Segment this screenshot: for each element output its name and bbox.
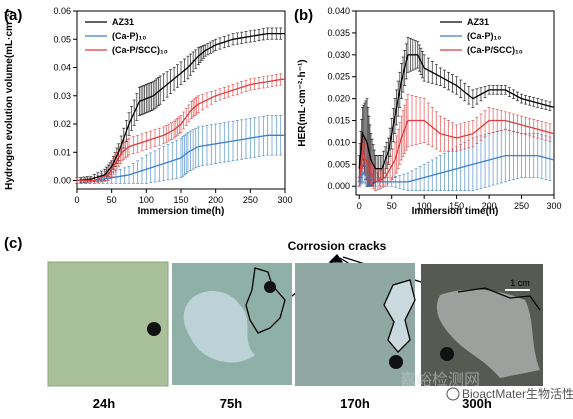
- photo-label-170h: 170h: [340, 396, 370, 411]
- x-tick-label: 250: [243, 195, 258, 205]
- series-line-1: [358, 154, 555, 183]
- y-tick-label: 0.010: [327, 137, 350, 147]
- mark-dot: [440, 347, 454, 361]
- series-line-2: [77, 78, 286, 182]
- series-line-2: [358, 119, 555, 183]
- legend-label: (Ca-P)₁₀: [112, 31, 146, 41]
- x-tick-label: 0: [74, 195, 79, 205]
- photo-75h: [172, 263, 292, 385]
- series-line-0: [76, 32, 285, 182]
- watermark-faint: 嘉峪检测网: [400, 371, 480, 389]
- x-tick-label: 100: [417, 201, 432, 211]
- chart-a-ylabel: Hydrogen evolution volume(mL·cm⁻²): [4, 10, 15, 190]
- chart-b-ylabel: HER(mL·cm⁻²·h⁻¹): [297, 59, 308, 146]
- x-tick-label: 50: [387, 201, 397, 211]
- watermark: BioactMater生物活性材料: [446, 387, 573, 401]
- x-tick-label: 250: [514, 201, 529, 211]
- crack-outline-75h: [245, 267, 286, 334]
- photo-170h: [295, 263, 416, 386]
- corrosion-cracks-annotation: Corrosion cracks: [288, 239, 387, 253]
- y-tick-label: 0.02: [53, 119, 71, 129]
- x-tick-label: 300: [277, 195, 292, 205]
- y-tick-label: 0.04: [53, 63, 71, 73]
- y-tick-label: 0.000: [327, 181, 350, 191]
- y-tick-label: 0.06: [53, 6, 71, 16]
- x-tick-label: 150: [173, 195, 188, 205]
- y-tick-label: 0.035: [327, 28, 350, 38]
- chart-b-xlabel: Immersion time(h): [412, 206, 499, 217]
- y-tick-label: 0.040: [327, 6, 350, 16]
- x-tick-label: 100: [139, 195, 154, 205]
- x-tick-label: 200: [482, 201, 497, 211]
- photo-24h: [47, 261, 169, 387]
- y-tick-label: 0.01: [53, 147, 71, 157]
- y-tick-label: 0.025: [327, 72, 350, 82]
- legend-label: (Ca-P/SCC)₁₀: [112, 45, 168, 55]
- watermark-icon: [446, 387, 460, 401]
- arrowhead: [328, 253, 344, 263]
- panel-c-letter: (c): [4, 235, 22, 252]
- x-tick-label: 50: [107, 195, 117, 205]
- legend-label: (Ca-P)₁₀: [467, 31, 501, 41]
- mark-dot: [389, 355, 403, 369]
- y-tick-label: 0.005: [327, 159, 350, 169]
- watermark-text: BioactMater生物活性材料: [462, 387, 573, 401]
- chart-b: 0 50 100 150 200 250 300 0.000 0.005 0.010 0.015 0.…: [297, 6, 562, 217]
- legend-label: AZ31: [467, 17, 489, 27]
- y-tick-label: 0.030: [327, 50, 350, 60]
- photo-300h: 1 cm: [421, 264, 543, 386]
- x-tick-label: 300: [546, 201, 561, 211]
- photo-label-24h: 24h: [93, 396, 115, 411]
- x-tick-label: 0: [357, 201, 362, 211]
- x-tick-label: 150: [449, 201, 464, 211]
- chart-a: 0 50 100 150 200 250 300 0.00 0.01 0.02 0.03 0.04 0.…: [4, 6, 293, 217]
- photo-label-75h: 75h: [220, 396, 242, 411]
- scale-bar-label: 1 cm: [510, 278, 530, 288]
- crack-outline-170h: [383, 279, 416, 353]
- mark-dot: [264, 281, 276, 293]
- panel-b-letter: (b): [294, 7, 313, 24]
- y-tick-label: 0.00: [53, 176, 71, 186]
- crack-outline-300h: [457, 287, 541, 311]
- legend-label: AZ31: [112, 17, 134, 27]
- series-line-1: [77, 134, 285, 182]
- chart-b-frame: [355, 10, 555, 196]
- photo-label-300h: 300h: [462, 396, 492, 411]
- y-tick-label: 0.03: [53, 91, 71, 101]
- series-line-0: [358, 54, 555, 170]
- sample-24h: [48, 262, 168, 386]
- chart-a-xlabel: Immersion time(h): [138, 206, 225, 217]
- x-tick-label: 200: [208, 195, 223, 205]
- y-tick-label: 0.05: [53, 34, 71, 44]
- y-tick-label: 0.015: [327, 116, 350, 126]
- panel-a-letter: (a): [4, 7, 22, 24]
- mark-dot: [147, 322, 161, 336]
- y-tick-label: 0.020: [327, 94, 350, 104]
- legend-label: (Ca-P/SCC)₁₀: [467, 45, 523, 55]
